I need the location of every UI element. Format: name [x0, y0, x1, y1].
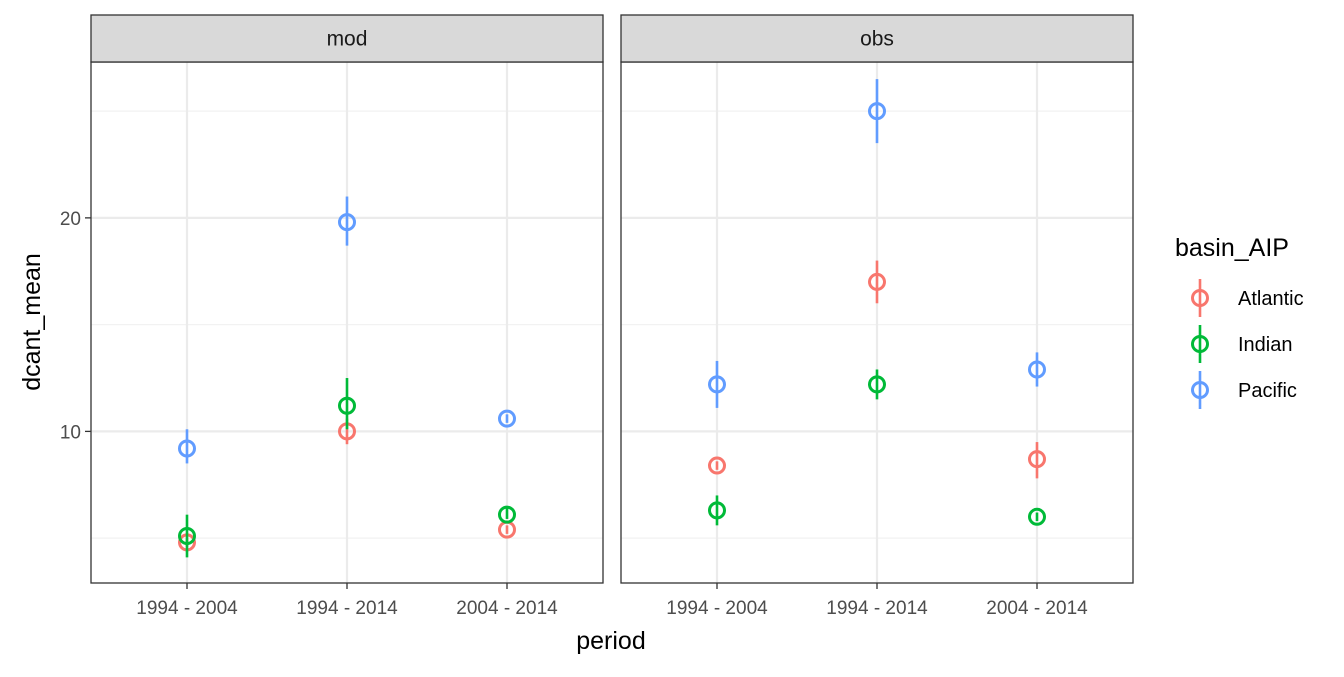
legend-title: basin_AIP	[1175, 234, 1289, 262]
series-indian	[708, 369, 1046, 526]
data-point	[178, 439, 196, 458]
legend-entry-pacific: Pacific	[1191, 371, 1297, 409]
data-point	[498, 409, 516, 428]
legend-key-point	[1191, 335, 1209, 353]
panel-obs: obs 1994 - 2004 1994 - 2014 2004 - 2014	[620, 14, 1134, 619]
x-tick-label: 1994 - 2014	[296, 598, 398, 619]
data-point	[1028, 360, 1046, 379]
data-point	[338, 396, 356, 415]
legend-entry-indian: Indian	[1191, 325, 1293, 363]
data-point	[178, 527, 196, 546]
x-tick-label: 1994 - 2004	[136, 598, 238, 619]
y-axis: 10 20	[60, 209, 91, 443]
data-point	[868, 375, 886, 394]
panel-mod: mod 1994 - 2004 1994 - 2014 2004 - 2014	[90, 14, 604, 619]
x-tick-label: 1994 - 2014	[826, 598, 928, 619]
x-tick-label: 1994 - 2004	[666, 598, 768, 619]
x-tick-label: 2004 - 2014	[456, 598, 558, 619]
x-tick-label: 2004 - 2014	[986, 598, 1088, 619]
series-pacific	[178, 196, 516, 464]
legend-key-point	[1191, 381, 1209, 399]
facet-strip	[90, 14, 604, 63]
legend-label: Indian	[1238, 334, 1293, 356]
y-tick-label: 10	[60, 422, 81, 443]
data-point	[868, 272, 886, 291]
data-point	[868, 102, 886, 121]
series-indian	[178, 378, 516, 558]
y-tick-label: 20	[60, 209, 81, 230]
panels-layer: mod 1994 - 2004 1994 - 2014 2004 - 2014 obs 1…	[90, 14, 1134, 619]
y-axis-title: dcant_mean	[18, 253, 46, 391]
data-point	[708, 375, 726, 394]
data-point	[708, 456, 726, 475]
facet-label: mod	[327, 28, 368, 51]
legend-label: Pacific	[1238, 380, 1297, 402]
legend-key-point	[1191, 289, 1209, 307]
data-point	[1028, 507, 1046, 526]
legend-label: Atlantic	[1238, 288, 1304, 310]
data-point	[338, 213, 356, 232]
facet-label: obs	[860, 28, 894, 51]
series-pacific	[708, 79, 1046, 408]
legend-entry-atlantic: Atlantic	[1191, 279, 1304, 317]
series-atlantic	[708, 260, 1046, 479]
facet-strip	[620, 14, 1134, 63]
data-point	[708, 501, 726, 520]
x-axis-title: period	[576, 627, 646, 655]
legend: basin_AIP Atlantic Indian Pacific	[1175, 234, 1304, 409]
data-point	[1028, 450, 1046, 469]
data-point	[498, 505, 516, 524]
